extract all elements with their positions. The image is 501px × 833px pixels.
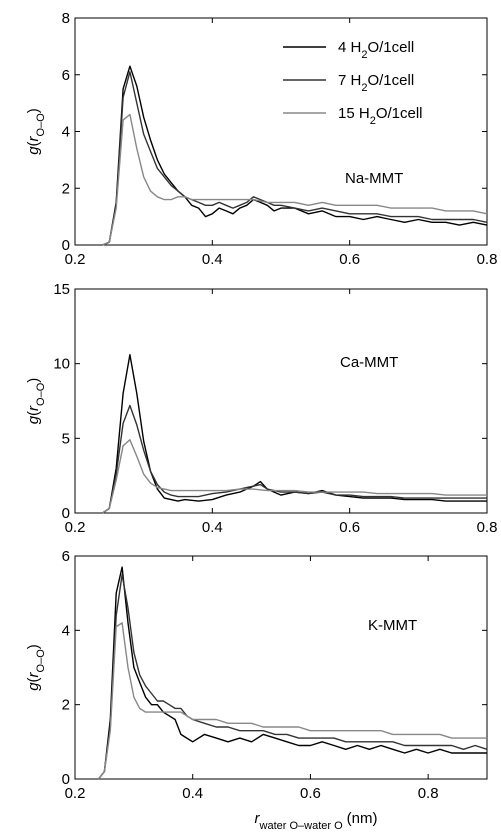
y-axis-label: g(rO–O) xyxy=(25,108,47,155)
panel-3: 0.2 0.4 0.6 0.8 0 2 4 6 g(rO–O) K-MMT rwater O–wat… xyxy=(25,548,488,832)
y-tick-label: 6 xyxy=(62,67,70,84)
panel-2: 0.2 0.4 0.6 0.8 0 5 10 15 g(rO–O) Ca-MMT xyxy=(25,281,497,536)
y-tick-label: 15 xyxy=(53,281,70,298)
x-tick-label: 0.6 xyxy=(339,519,360,536)
x-tick-label: 0.8 xyxy=(477,519,498,536)
y-tick-label: 2 xyxy=(62,697,70,714)
series-line-2 xyxy=(102,404,487,514)
y-tick-label: 0 xyxy=(62,505,70,522)
x-tick-label: 0.2 xyxy=(65,519,86,536)
x-tick-label: 0.2 xyxy=(65,785,86,802)
series-line-1 xyxy=(102,354,487,514)
panel-1: 0.2 0.4 0.6 0.8 0 2 4 6 8 g(rO–O) Na-MMT 4 H2O/1cel… xyxy=(25,10,497,268)
legend: 4 H2O/1cell 7 H2O/1cell 15 H2O/1cell xyxy=(283,39,423,127)
y-axis-label: g(rO–O) xyxy=(25,378,47,425)
x-tick-label: 0.2 xyxy=(65,251,86,268)
panel-annotation: Na-MMT xyxy=(345,170,403,187)
x-tick-label: 0.6 xyxy=(339,251,360,268)
y-tick-label: 2 xyxy=(62,180,70,197)
series-line-2 xyxy=(102,71,488,246)
y-tick-label: 8 xyxy=(62,10,70,27)
x-tick-label: 0.4 xyxy=(202,251,223,268)
x-axis-label: rwater O–water O (nm) xyxy=(255,810,378,832)
x-tick-label: 0.8 xyxy=(477,251,498,268)
legend-entry: 4 H2O/1cell xyxy=(338,39,414,61)
axes-frame xyxy=(74,288,488,514)
series-line-3 xyxy=(97,622,487,780)
y-tick-label: 0 xyxy=(62,237,70,254)
series-line-1 xyxy=(102,65,488,246)
x-tick-label: 0.8 xyxy=(418,785,439,802)
panel-annotation: Ca-MMT xyxy=(340,354,398,371)
y-tick-label: 4 xyxy=(62,124,70,141)
legend-entry: 15 H2O/1cell xyxy=(338,105,423,127)
series-line-2 xyxy=(97,573,488,780)
series-line-1 xyxy=(97,566,487,780)
x-tick-label: 0.6 xyxy=(300,785,321,802)
y-tick-label: 10 xyxy=(53,356,70,373)
y-tick-label: 5 xyxy=(62,430,70,447)
axes-frame xyxy=(74,555,488,780)
y-tick-label: 0 xyxy=(62,771,70,788)
series-line-3 xyxy=(102,113,488,246)
x-tick-label: 0.4 xyxy=(202,519,223,536)
y-axis-label: g(rO–O) xyxy=(25,644,47,691)
series-line-3 xyxy=(102,439,487,514)
x-tick-label: 0.4 xyxy=(182,785,203,802)
panel-annotation: K-MMT xyxy=(368,617,417,634)
y-tick-label: 4 xyxy=(62,622,70,639)
axes-frame xyxy=(74,17,488,246)
y-tick-label: 6 xyxy=(62,548,70,565)
legend-entry: 7 H2O/1cell xyxy=(338,72,414,94)
